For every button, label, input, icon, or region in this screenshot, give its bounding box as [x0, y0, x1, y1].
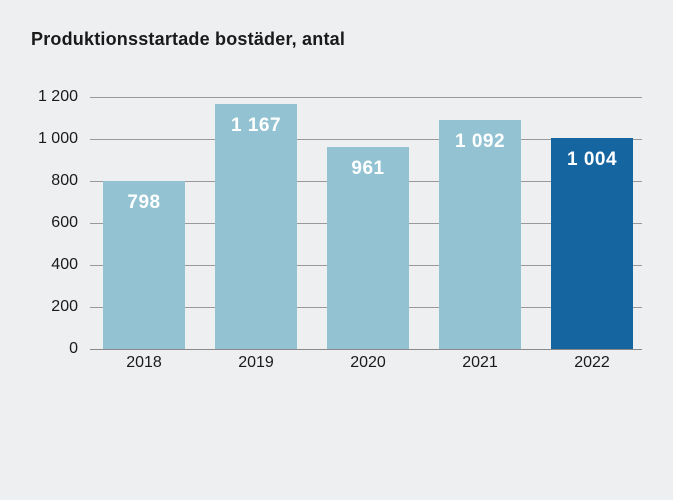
bar-value-label: 961 [351, 158, 385, 179]
y-axis-tick-label: 1 200 [37, 88, 78, 105]
bar-2022: 1 004 [551, 138, 633, 349]
x-axis-tick-label-2019: 2019 [238, 354, 274, 371]
x-axis-tick-label-2018: 2018 [126, 354, 162, 371]
y-axis-tick-label: 200 [51, 298, 78, 315]
x-axis-tick-label-2020: 2020 [350, 354, 386, 371]
chart-title: Produktionsstartade bostäder, antal [31, 29, 346, 49]
bar-value-label: 1 167 [230, 115, 282, 136]
y-axis-tick-label: 0 [69, 340, 78, 357]
x-axis-tick-label-2022: 2022 [574, 354, 610, 371]
plot-area: 0 200 400 600 800 1 000 1 200 798 2018 1 167 2019 9… [38, 88, 642, 371]
x-axis-line [90, 349, 642, 350]
bar-value-label: 798 [127, 192, 161, 213]
gridline [90, 97, 642, 98]
bar-value-label: 1 004 [566, 149, 618, 170]
y-axis-tick-label: 400 [51, 256, 78, 273]
bar-2019: 1 167 [215, 104, 297, 349]
bar-value-label: 1 092 [454, 131, 506, 152]
y-axis-tick-label: 1 000 [37, 130, 78, 147]
x-axis-tick-label-2021: 2021 [462, 354, 498, 371]
y-axis-tick-label: 600 [51, 214, 78, 231]
y-axis-tick-label: 800 [51, 172, 78, 189]
gridline [90, 139, 642, 140]
bar-2021: 1 092 [439, 120, 521, 349]
bar-2018: 798 [103, 181, 185, 349]
bar-2020: 961 [327, 147, 409, 349]
